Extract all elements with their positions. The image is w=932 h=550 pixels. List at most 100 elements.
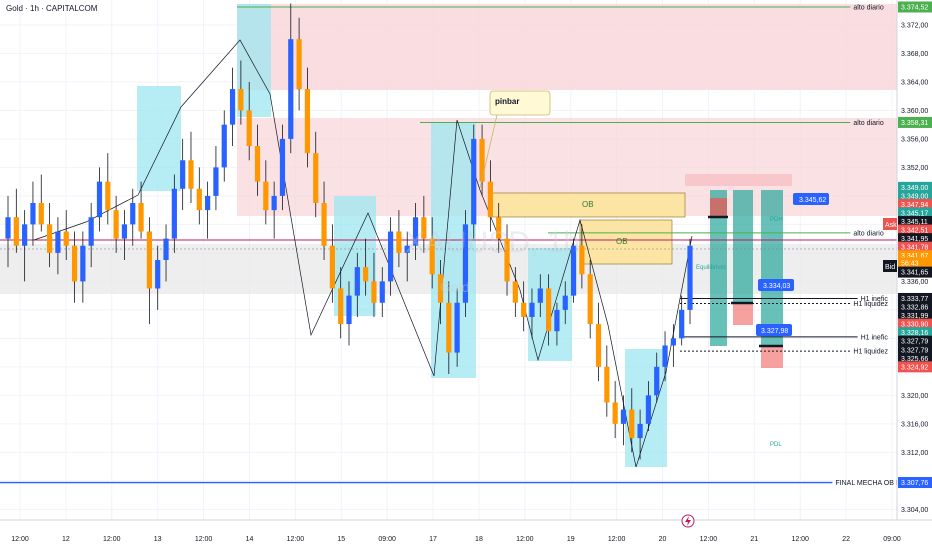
candle-body (80, 245, 86, 282)
price-tag-label: 56:43 (901, 260, 919, 267)
candle-body (238, 89, 244, 111)
price-tick-label: 3.352,00 (901, 165, 928, 172)
price-tag-label: 3.358,31 (901, 120, 928, 127)
time-tick-label: 12:00 (11, 536, 29, 543)
position-long-3 (761, 190, 783, 346)
candle-body (113, 210, 119, 239)
level-label: alto diario (853, 230, 883, 237)
price-tag-label: 3.349,00 (901, 185, 928, 192)
level-label: H1 liquidez (853, 301, 888, 308)
candle-body (346, 295, 352, 325)
candle-body (38, 203, 44, 225)
price-tag-bg (898, 292, 932, 304)
pinbar-callout-box (489, 90, 551, 116)
candle-body (396, 231, 402, 253)
position-long-2 (733, 190, 753, 303)
time-tick-label: 21 (750, 536, 758, 543)
price-tag-label: 3.331,99 (901, 313, 928, 320)
symbol-title: Gold · 1h · CAPITALCOM (6, 4, 98, 13)
candle-body (22, 224, 28, 246)
bid-label: Bid (885, 264, 895, 271)
price-tick-label: 3.364,00 (901, 79, 928, 86)
candle-body (354, 267, 360, 296)
candle-body (446, 302, 452, 353)
price-tag-label: 3.341,67 (901, 253, 928, 260)
price-tag-label: 3.345,17 (901, 210, 928, 217)
candle-body (471, 138, 477, 225)
callout-text-3: 3.327,98 (761, 328, 788, 335)
candle-body (130, 203, 136, 225)
price-tag-bg (898, 477, 932, 489)
time-axis[interactable]: 12:00 12 12:00 13 12:00 14 12:00 15 09:00 17 18 12:… (11, 536, 901, 543)
candle-body (670, 338, 676, 346)
candle-body (229, 89, 236, 125)
time-tick-label: 15 (337, 536, 345, 543)
candle-body (46, 224, 53, 253)
price-tag-bg (898, 352, 932, 364)
candle-body (138, 203, 144, 232)
price-tag-label: 3.345,11 (901, 219, 928, 226)
candle-body (296, 39, 302, 90)
candle-body (437, 274, 444, 303)
price-tag-bg (898, 224, 932, 236)
candle-body (645, 395, 652, 424)
time-tick-label: 12:00 (287, 536, 305, 543)
price-tag-bg (898, 344, 932, 356)
candle-body (454, 302, 460, 353)
candle-body (205, 195, 211, 211)
callout-badge-1 (793, 193, 829, 205)
candle-body (163, 238, 169, 260)
candle-body (30, 203, 36, 225)
level-label: H1 inefic (861, 296, 889, 303)
price-tag-bg (898, 116, 932, 128)
price-tag-bg (898, 257, 932, 269)
pinbar-label: pinbar (495, 97, 519, 106)
callout-badge-2 (758, 279, 794, 291)
candle-body (188, 160, 194, 189)
time-tick-label: 18 (475, 536, 483, 543)
candle-body (254, 146, 261, 182)
candle-body (421, 217, 427, 239)
candle-body (570, 245, 577, 296)
candle-body (363, 267, 369, 282)
price-tick-label: 3.356,00 (901, 136, 928, 143)
level-lines: alto diario alto diario alto diario H1 inef… (0, 4, 901, 487)
price-tag-label: 3.307,76 (901, 480, 928, 487)
supply-zone-top (237, 4, 897, 90)
time-tick-label: 19 (567, 536, 575, 543)
zigzag-structure (33, 39, 693, 468)
time-tick-label: 17 (429, 536, 437, 543)
time-tick-label: 14 (246, 536, 254, 543)
candle-body (546, 288, 552, 332)
callout-text-1: 3.345,62 (799, 197, 826, 204)
time-tick-label: 12:00 (608, 536, 626, 543)
price-tick-label: 3.320,00 (901, 393, 928, 400)
ob-zone-upper (489, 192, 686, 218)
price-tag-label: 3.324,92 (901, 364, 928, 371)
position-short-1 (710, 198, 727, 218)
candle-body (587, 274, 593, 325)
price-tag-bg (898, 198, 932, 210)
level-label: alto diario (853, 120, 883, 127)
position-stop-zone (685, 174, 792, 186)
price-tag-label: 3.341,78 (901, 245, 928, 252)
time-tick-label: 20 (659, 536, 667, 543)
candle-body (196, 188, 202, 211)
time-tick-label: 12:00 (516, 536, 534, 543)
price-tick-label: 3.312,00 (901, 450, 928, 457)
candle-body (96, 181, 103, 218)
price-tag-label: 3.330,90 (901, 322, 928, 329)
bolt-icon[interactable] (681, 514, 695, 528)
price-tag-label: 3.332,86 (901, 305, 928, 312)
equilibrium-label: Equilibrium (696, 265, 726, 271)
candle-body (180, 160, 186, 189)
annotations: pinbar OB OB Equilibrium PDL PDH 3.345,6… (405, 90, 829, 448)
price-tick-label: 3.368,00 (901, 51, 928, 58)
candle-body (404, 245, 410, 253)
candle-body (595, 324, 602, 367)
candle-body (462, 224, 469, 303)
pdh-label: PDH (770, 217, 783, 223)
price-tag-label: 3.328,16 (901, 330, 928, 337)
price-tag-label: 3.342,51 (901, 228, 928, 235)
